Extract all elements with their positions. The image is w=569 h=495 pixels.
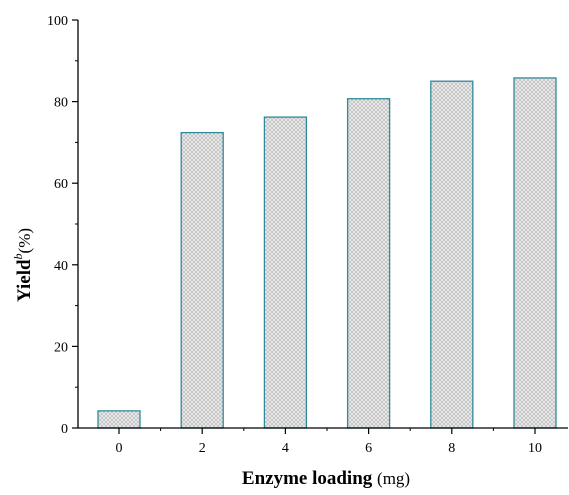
bar-2 — [180, 131, 224, 429]
y-tick-label-20: 20 — [54, 340, 68, 355]
y-tick-label-100: 100 — [47, 14, 68, 29]
bar-0 — [97, 410, 141, 429]
bar-8 — [430, 80, 474, 429]
x-tick-label-6: 6 — [365, 441, 372, 456]
y-axis-title: Yieldb(%) — [11, 228, 35, 302]
y-axis-title-superscript: b — [11, 253, 25, 259]
bar-4 — [263, 116, 308, 429]
y-tick-label-60: 60 — [54, 177, 68, 192]
bar-10 — [513, 77, 557, 429]
y-tick-label-0: 0 — [61, 422, 68, 437]
x-axis-title-unit: (mg) — [377, 469, 410, 488]
x-tick-label-2: 2 — [199, 441, 206, 456]
x-tick-label-8: 8 — [448, 441, 455, 456]
axes-layer — [77, 20, 568, 429]
y-tick-label-80: 80 — [54, 96, 68, 111]
x-axis-title: Enzyme loading (mg) — [242, 468, 410, 489]
ticks-layer — [72, 19, 536, 434]
x-axis-title-main: Enzyme loading — [242, 468, 373, 489]
x-tick-label-4: 4 — [282, 441, 289, 456]
bar-6 — [346, 98, 391, 429]
y-tick-label-40: 40 — [54, 259, 68, 274]
bars-layer — [97, 77, 557, 429]
y-axis-title-unit: (%) — [15, 228, 34, 253]
y-axis-title-main: Yield — [14, 259, 35, 302]
x-tick-label-0: 0 — [116, 441, 123, 456]
x-tick-label-10: 10 — [528, 441, 542, 456]
